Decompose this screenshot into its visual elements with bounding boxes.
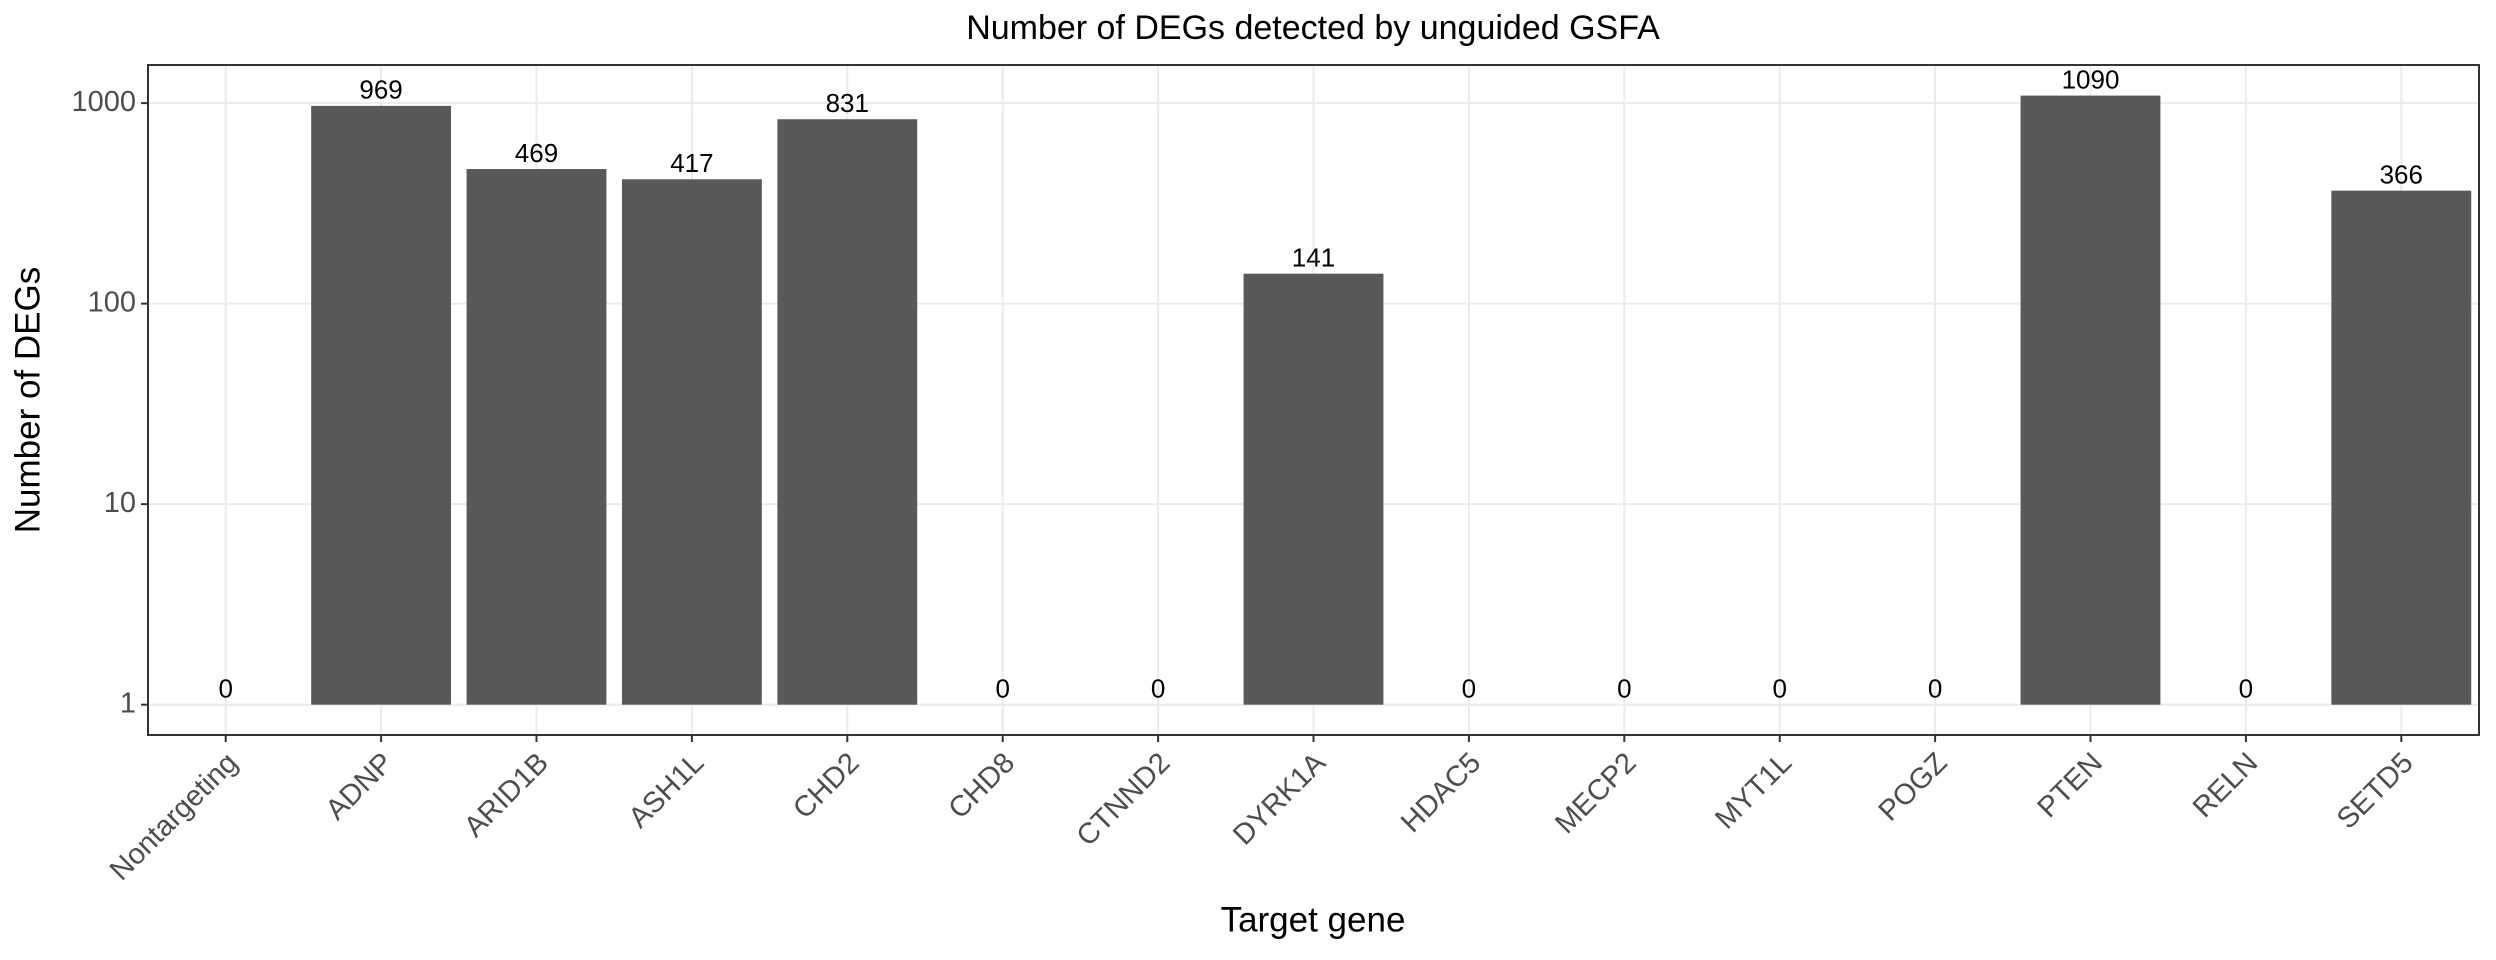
- x-tick-label: DYRK1A: [1227, 746, 1332, 851]
- x-tick-label: MYT1L: [1709, 747, 1798, 836]
- data-label: 0: [1462, 674, 1476, 704]
- x-tick-label: ADNP: [320, 747, 400, 827]
- x-tick-label: CTNND2: [1071, 747, 1177, 853]
- data-label: 0: [995, 674, 1009, 704]
- data-label: 831: [826, 88, 869, 118]
- x-axis-title: Target gene: [1221, 900, 1406, 939]
- x-tick-label: MECP2: [1549, 747, 1642, 840]
- data-label: 0: [218, 674, 232, 704]
- data-label: 469: [515, 138, 558, 168]
- data-label: 0: [1772, 674, 1786, 704]
- bar: [2331, 190, 2472, 705]
- data-label: 0: [1928, 674, 1942, 704]
- data-label: 366: [2380, 160, 2423, 190]
- x-tick-label: PTEN: [2032, 747, 2109, 824]
- y-axis-title: Number of DEGs: [8, 267, 47, 533]
- bar: [466, 169, 607, 705]
- panel-border: [147, 64, 2480, 736]
- bar: [311, 105, 452, 705]
- x-tick-label: Nontargeting: [104, 747, 244, 887]
- data-label: 0: [2239, 674, 2253, 704]
- data-label: 417: [670, 148, 713, 178]
- x-tick-label: CHD2: [787, 747, 865, 825]
- y-tick-label: 10: [104, 487, 136, 519]
- y-tick-label: 1000: [71, 86, 136, 118]
- x-tick-label: ARID1B: [458, 747, 555, 844]
- data-label: 1090: [2062, 64, 2120, 94]
- x-tick-label: SETD5: [2331, 747, 2420, 836]
- x-tick-label: ASH1L: [623, 747, 711, 835]
- y-tick-label: 1: [120, 687, 136, 719]
- y-tick-label: 100: [88, 286, 136, 318]
- x-tick-label: RELN: [2187, 747, 2264, 824]
- x-tick-label: HDAC5: [1395, 747, 1487, 839]
- chart-title: Number of DEGs detected by unguided GSFA: [966, 9, 1660, 47]
- data-label: 969: [359, 75, 402, 105]
- x-tick-label: POGZ: [1873, 747, 1954, 828]
- bar: [777, 119, 918, 705]
- data-label: 0: [1151, 674, 1165, 704]
- data-label: 141: [1292, 243, 1335, 273]
- bar: [1243, 273, 1384, 705]
- bar: [2020, 95, 2161, 705]
- data-label: 0: [1617, 674, 1631, 704]
- bar: [621, 179, 762, 705]
- x-tick-label: CHD8: [943, 747, 1021, 825]
